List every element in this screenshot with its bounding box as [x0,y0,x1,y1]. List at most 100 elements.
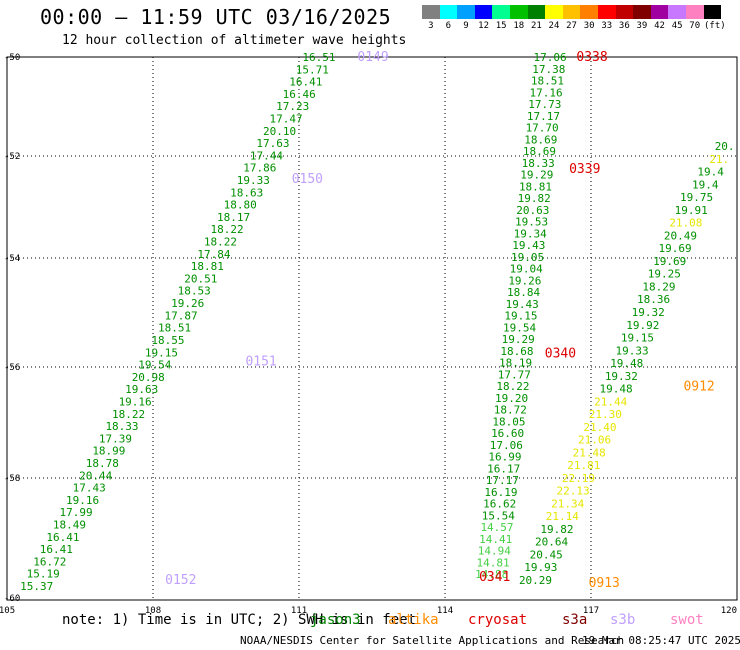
legend-bin: 70 [685,5,704,31]
swh-value-cryosat: 17.06 [490,439,523,452]
swh-value-cryosat: 14.57 [480,521,513,534]
legend-swatch [527,5,546,19]
swh-value-s3a: 19.33 [616,344,649,357]
lat-tick-label: -56 [4,363,20,373]
swh-value-s3a: 21.14 [546,510,579,523]
swh-value-s3a: 19.69 [659,242,692,255]
swh-value-cryosat: 14.81 [476,556,509,569]
swh-value-cryosat: 14.41 [479,533,512,546]
legend-bin-label: 12 [478,21,489,31]
swh-value-s3a: 19.93 [524,561,557,574]
legend-bin: 6 [439,5,458,31]
swh-value-cryosat: 19.53 [515,216,548,229]
swh-value-cryosat: 16.99 [488,451,521,464]
swh-value-s3a: 20.29 [519,574,552,587]
swh-value-cryosat: 18.51 [531,75,564,88]
swh-value-cryosat: 19.82 [518,192,551,205]
legend-bin: 15 [492,5,510,31]
swh-value-cryosat: 18.69 [523,145,556,158]
satellite-label-jason3: jason3 [310,612,361,628]
legend-bin: 21 [527,5,546,31]
swh-value-s3a: 19.25 [648,268,681,281]
legend-bin: 9 [457,5,475,31]
note-text: note: 1) Time is in UTC; 2) SWH is in fe… [62,612,417,628]
swh-value-s3a: 19.4 [697,166,724,179]
swh-value-cryosat: 19.43 [512,239,545,252]
swh-value-jason3: 19.16 [66,494,99,507]
page-subtitle: 12 hour collection of altimeter wave hei… [62,33,407,48]
swh-value-cryosat: 20.63 [516,204,549,217]
legend-bin-label: 27 [566,21,577,31]
legend-bin: 30 [580,5,598,31]
legend-swatch [615,5,634,19]
legend-bin-label: 30 [583,21,595,31]
swh-value-cryosat: 17.38 [532,63,565,76]
lon-tick-label: 111 [291,606,307,616]
swh-value-jason3: 18.51 [158,322,191,335]
swh-value-jason3: 19.54 [138,359,171,372]
swh-value-jason3: 16.72 [33,555,66,568]
swh-value-jason3: 19.15 [145,346,178,359]
swh-value-cryosat: 19.20 [495,392,528,405]
legend-bin: 39 [633,5,651,31]
swh-value-s3a: 18.36 [637,293,670,306]
swh-value-jason3: 18.49 [53,518,86,531]
legend-swatch [580,5,598,19]
legend-bin: 45 [668,5,686,31]
legend-swatch [509,5,528,19]
swh-value-s3a: 21.44 [594,395,627,408]
legend-bin: 36 [615,5,634,31]
swh-value-cryosat: 19.34 [514,227,547,240]
legend-bin: 24 [545,5,563,31]
legend-swatch [650,5,669,19]
legend-bin-label: 24 [548,21,560,31]
swh-value-cryosat: 16.17 [487,462,520,475]
swh-value-jason3: 18.22 [210,223,243,236]
legend-bin-label: 15 [495,21,507,31]
map-frame [6,56,738,601]
lat-tick-label: -54 [4,254,20,264]
swh-value-s3a: 19.15 [621,332,654,345]
swh-value-cryosat: 19.26 [508,274,541,287]
swh-value-jason3: 20.10 [263,125,296,138]
legend-bin-label: 33 [601,21,613,31]
swh-value-s3a: 21.06 [578,434,611,447]
swh-value-cryosat: 14.94 [478,545,511,558]
swh-value-cryosat: 17.17 [486,474,519,487]
swh-value-jason3: 16.41 [46,531,79,544]
swh-value-cryosat: 17.06 [534,51,567,64]
lon-tick-label: 108 [145,606,161,616]
swh-value-jason3: 18.55 [151,334,184,347]
swh-value-jason3: 17.44 [250,149,283,162]
pass-time-label: 0151 [245,355,276,370]
swh-value-s3a: 21.34 [551,497,584,510]
swh-value-s3a: 20.49 [664,229,697,242]
legend-swatch [492,5,510,19]
footer-credit: NOAA/NESDIS Center for Satellite Applica… [240,634,625,647]
swh-value-jason3: 17.99 [59,506,92,519]
swh-value-cryosat: 19.54 [503,321,536,334]
swh-value-jason3: 15.71 [296,63,329,76]
pass-time-label: 0339 [569,162,600,177]
legend-bin-label: 70 [689,21,701,31]
swh-value-cryosat: 19.43 [506,298,539,311]
swh-value-cryosat: 18.68 [500,345,533,358]
satellite-label-s3b: s3b [610,612,636,628]
satellite-label-altika: altika [388,612,439,628]
satellite-label-s3a: s3a [562,612,588,628]
swh-value-jason3: 17.84 [197,248,230,261]
swh-value-cryosat: 17.16 [530,86,563,99]
swh-value-cryosat: 18.69 [524,133,557,146]
legend-swatch [597,5,616,19]
swh-value-jason3: 18.22 [112,408,145,421]
swh-value-s3a: 21.30 [589,408,622,421]
pass-time-label: 0912 [683,379,714,394]
swh-value-s3a: 19.32 [632,306,665,319]
swh-value-jason3: 20.44 [79,469,112,482]
swh-value-s3a: 19.48 [599,383,632,396]
swh-value-jason3: 15.19 [27,568,60,581]
swh-value-s3a: 19.48 [610,357,643,370]
swh-value-cryosat: 16.19 [484,486,517,499]
legend-swatch [474,5,493,19]
